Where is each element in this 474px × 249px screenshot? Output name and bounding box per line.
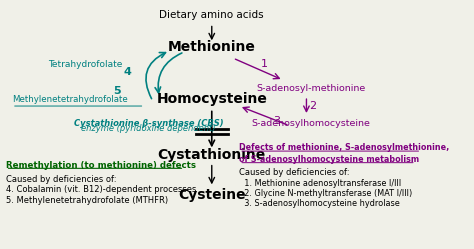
Text: of S-adenosylhomocysteine metabolism: of S-adenosylhomocysteine metabolism bbox=[239, 155, 419, 164]
Text: 4. Cobalamin (vit. B12)-dependent processes: 4. Cobalamin (vit. B12)-dependent proces… bbox=[6, 185, 196, 194]
Text: Methionine: Methionine bbox=[168, 40, 255, 54]
Text: Cystathionine β-synthase (CBS): Cystathionine β-synthase (CBS) bbox=[74, 119, 223, 128]
Text: 5: 5 bbox=[113, 86, 121, 96]
Text: Caused by deficiencies of:: Caused by deficiencies of: bbox=[239, 168, 350, 177]
Text: enzyme (pyridoxine dependent): enzyme (pyridoxine dependent) bbox=[82, 124, 216, 133]
Text: 2: 2 bbox=[309, 101, 316, 111]
Text: 3: 3 bbox=[273, 116, 281, 126]
Text: 1: 1 bbox=[261, 59, 268, 69]
Text: Tetrahydrofolate: Tetrahydrofolate bbox=[48, 60, 123, 69]
Text: Methylenetetrahydrofolate: Methylenetetrahydrofolate bbox=[12, 95, 128, 104]
Text: 5. Methylenetetrahydrofolate (MTHFR): 5. Methylenetetrahydrofolate (MTHFR) bbox=[6, 196, 168, 205]
FancyArrowPatch shape bbox=[146, 53, 165, 99]
Text: S-adenosyl-methionine: S-adenosyl-methionine bbox=[256, 84, 365, 93]
Text: Caused by deficiencies of:: Caused by deficiencies of: bbox=[6, 175, 116, 184]
Text: Homocysteine: Homocysteine bbox=[156, 92, 267, 106]
Text: Cysteine: Cysteine bbox=[178, 188, 246, 202]
FancyArrowPatch shape bbox=[155, 53, 182, 93]
Text: Dietary amino acids: Dietary amino acids bbox=[159, 10, 264, 20]
Text: Cystathionine: Cystathionine bbox=[158, 148, 266, 162]
Text: S-adenosylhomocysteine: S-adenosylhomocysteine bbox=[251, 119, 370, 128]
Text: 1. Methionine adenosyltransferase I/III: 1. Methionine adenosyltransferase I/III bbox=[239, 179, 401, 187]
Text: 4: 4 bbox=[124, 66, 132, 76]
Text: Defects of methionine, S-adenosylmethionine,: Defects of methionine, S-adenosylmethion… bbox=[239, 143, 449, 152]
Text: Remethylation (to methionine) defects: Remethylation (to methionine) defects bbox=[6, 161, 196, 170]
Text: 2. Glycine N-methyltransferase (MAT I/III): 2. Glycine N-methyltransferase (MAT I/II… bbox=[239, 189, 412, 198]
Text: 3. S-adenosylhomocysteine hydrolase: 3. S-adenosylhomocysteine hydrolase bbox=[239, 199, 400, 208]
